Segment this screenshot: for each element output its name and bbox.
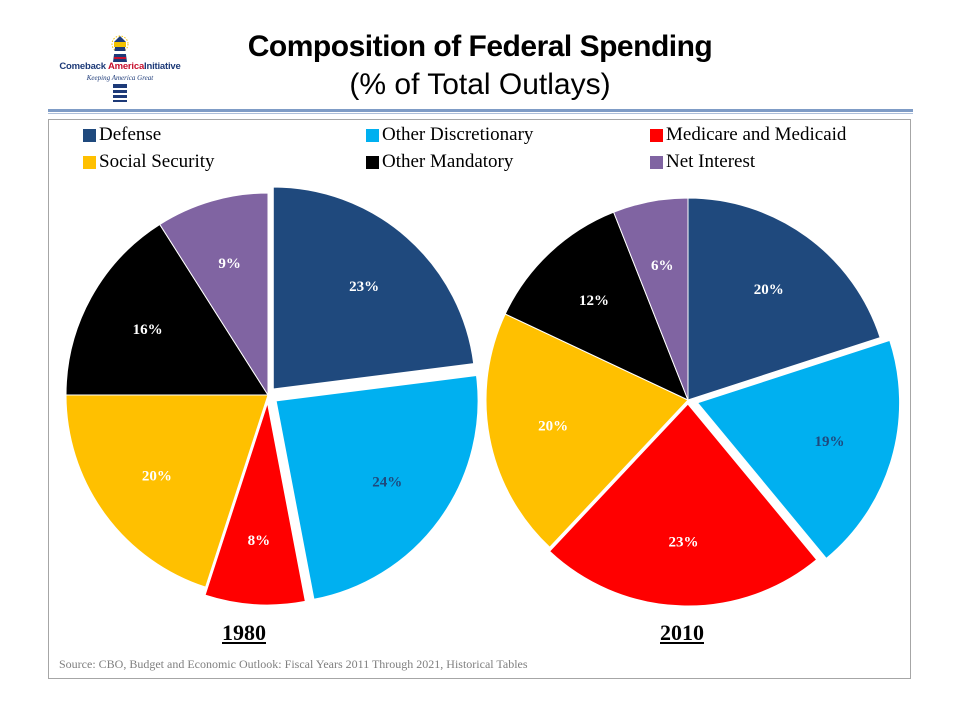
- legend-item-social-security: Social Security: [83, 151, 215, 173]
- pie-data-label-2010-medicare-and-medicaid: 23%: [669, 534, 699, 550]
- logo-wordmark: Comeback AmericaInitiative: [59, 61, 181, 72]
- legend-swatch: [366, 128, 379, 142]
- legend-label: Social Security: [99, 151, 215, 172]
- pie-data-label-1980-medicare-and-medicaid: 8%: [248, 533, 271, 549]
- page-title: Composition of Federal Spending: [247, 30, 713, 63]
- legend-swatch: [83, 128, 96, 142]
- legend-item-medicare-and-medicaid: Medicare and Medicaid: [650, 124, 846, 146]
- pie-data-label-1980-social-security: 20%: [142, 469, 172, 485]
- pie-slice-1980-other-mandatory: [65, 223, 269, 396]
- pie-data-label-1980-net-interest: 9%: [218, 256, 241, 272]
- pie-data-label-2010-other-mandatory: 12%: [579, 293, 609, 309]
- legend-item-other-mandatory: Other Mandatory: [366, 151, 513, 173]
- pie-data-label-2010-social-security: 20%: [538, 419, 568, 435]
- pie-slice-1980-medicare-and-medicaid: [204, 402, 306, 606]
- legend-swatch: [366, 155, 379, 169]
- title-divider: [48, 109, 913, 112]
- pie-data-label-1980-other-discretionary: 24%: [372, 475, 402, 491]
- pie-slice-2010-medicare-and-medicaid: [548, 403, 818, 607]
- pie-data-label-1980-defense: 23%: [349, 279, 379, 295]
- legend-label: Net Interest: [666, 151, 756, 172]
- pie-slice-1980-other-discretionary: [275, 375, 479, 600]
- pie-label-1980: 1980: [222, 620, 266, 645]
- pie-slice-1980-social-security: [65, 394, 269, 588]
- source-note: Source: CBO, Budget and Economic Outlook…: [59, 657, 528, 671]
- pie-slice-2010-social-security: [485, 313, 689, 548]
- page-subtitle: (% of Total Outlays): [349, 68, 611, 101]
- legend-swatch: [650, 155, 663, 169]
- pie-slice-2010-other-mandatory: [504, 211, 689, 401]
- pie-data-label-2010-defense: 20%: [754, 282, 784, 298]
- pie-2010: 20% 19% 23% 20% 12% 6%: [485, 197, 901, 607]
- pie-1980: 23% 24% 8% 20% 16% 9%: [65, 186, 479, 606]
- legend-label: Defense: [99, 124, 162, 145]
- pie-data-label-1980-other-mandatory: 16%: [133, 322, 163, 338]
- pie-slice-1980-net-interest: [159, 192, 269, 397]
- legend-item-other-discretionary: Other Discretionary: [366, 124, 533, 146]
- logo-tagline: Keeping America Great: [86, 74, 154, 82]
- legend-swatch: [650, 128, 663, 142]
- pie-slice-2010-net-interest: [612, 197, 689, 401]
- comeback-america-logo: Comeback AmericaInitiative Keeping Ameri…: [55, 34, 185, 106]
- legend-label: Other Mandatory: [382, 151, 514, 172]
- pie-slice-2010-defense: [687, 197, 881, 401]
- legend-item-net-interest: Net Interest: [650, 151, 755, 173]
- legend-label: Other Discretionary: [382, 124, 534, 145]
- legend-swatch: [83, 155, 96, 169]
- chart-frame: [48, 119, 911, 679]
- pie-data-label-2010-net-interest: 6%: [651, 258, 674, 274]
- lighthouse-icon: [111, 35, 129, 62]
- pie-label-2010: 2010: [660, 620, 704, 645]
- legend-item-defense: Defense: [83, 124, 161, 146]
- pie-data-label-2010-other-discretionary: 19%: [815, 434, 845, 450]
- pie-slice-1980-defense: [272, 186, 475, 390]
- legend-label: Medicare and Medicaid: [666, 124, 847, 145]
- pie-slice-2010-other-discretionary: [696, 339, 901, 560]
- title-divider-thin: [48, 113, 913, 114]
- logo-base: [113, 84, 127, 102]
